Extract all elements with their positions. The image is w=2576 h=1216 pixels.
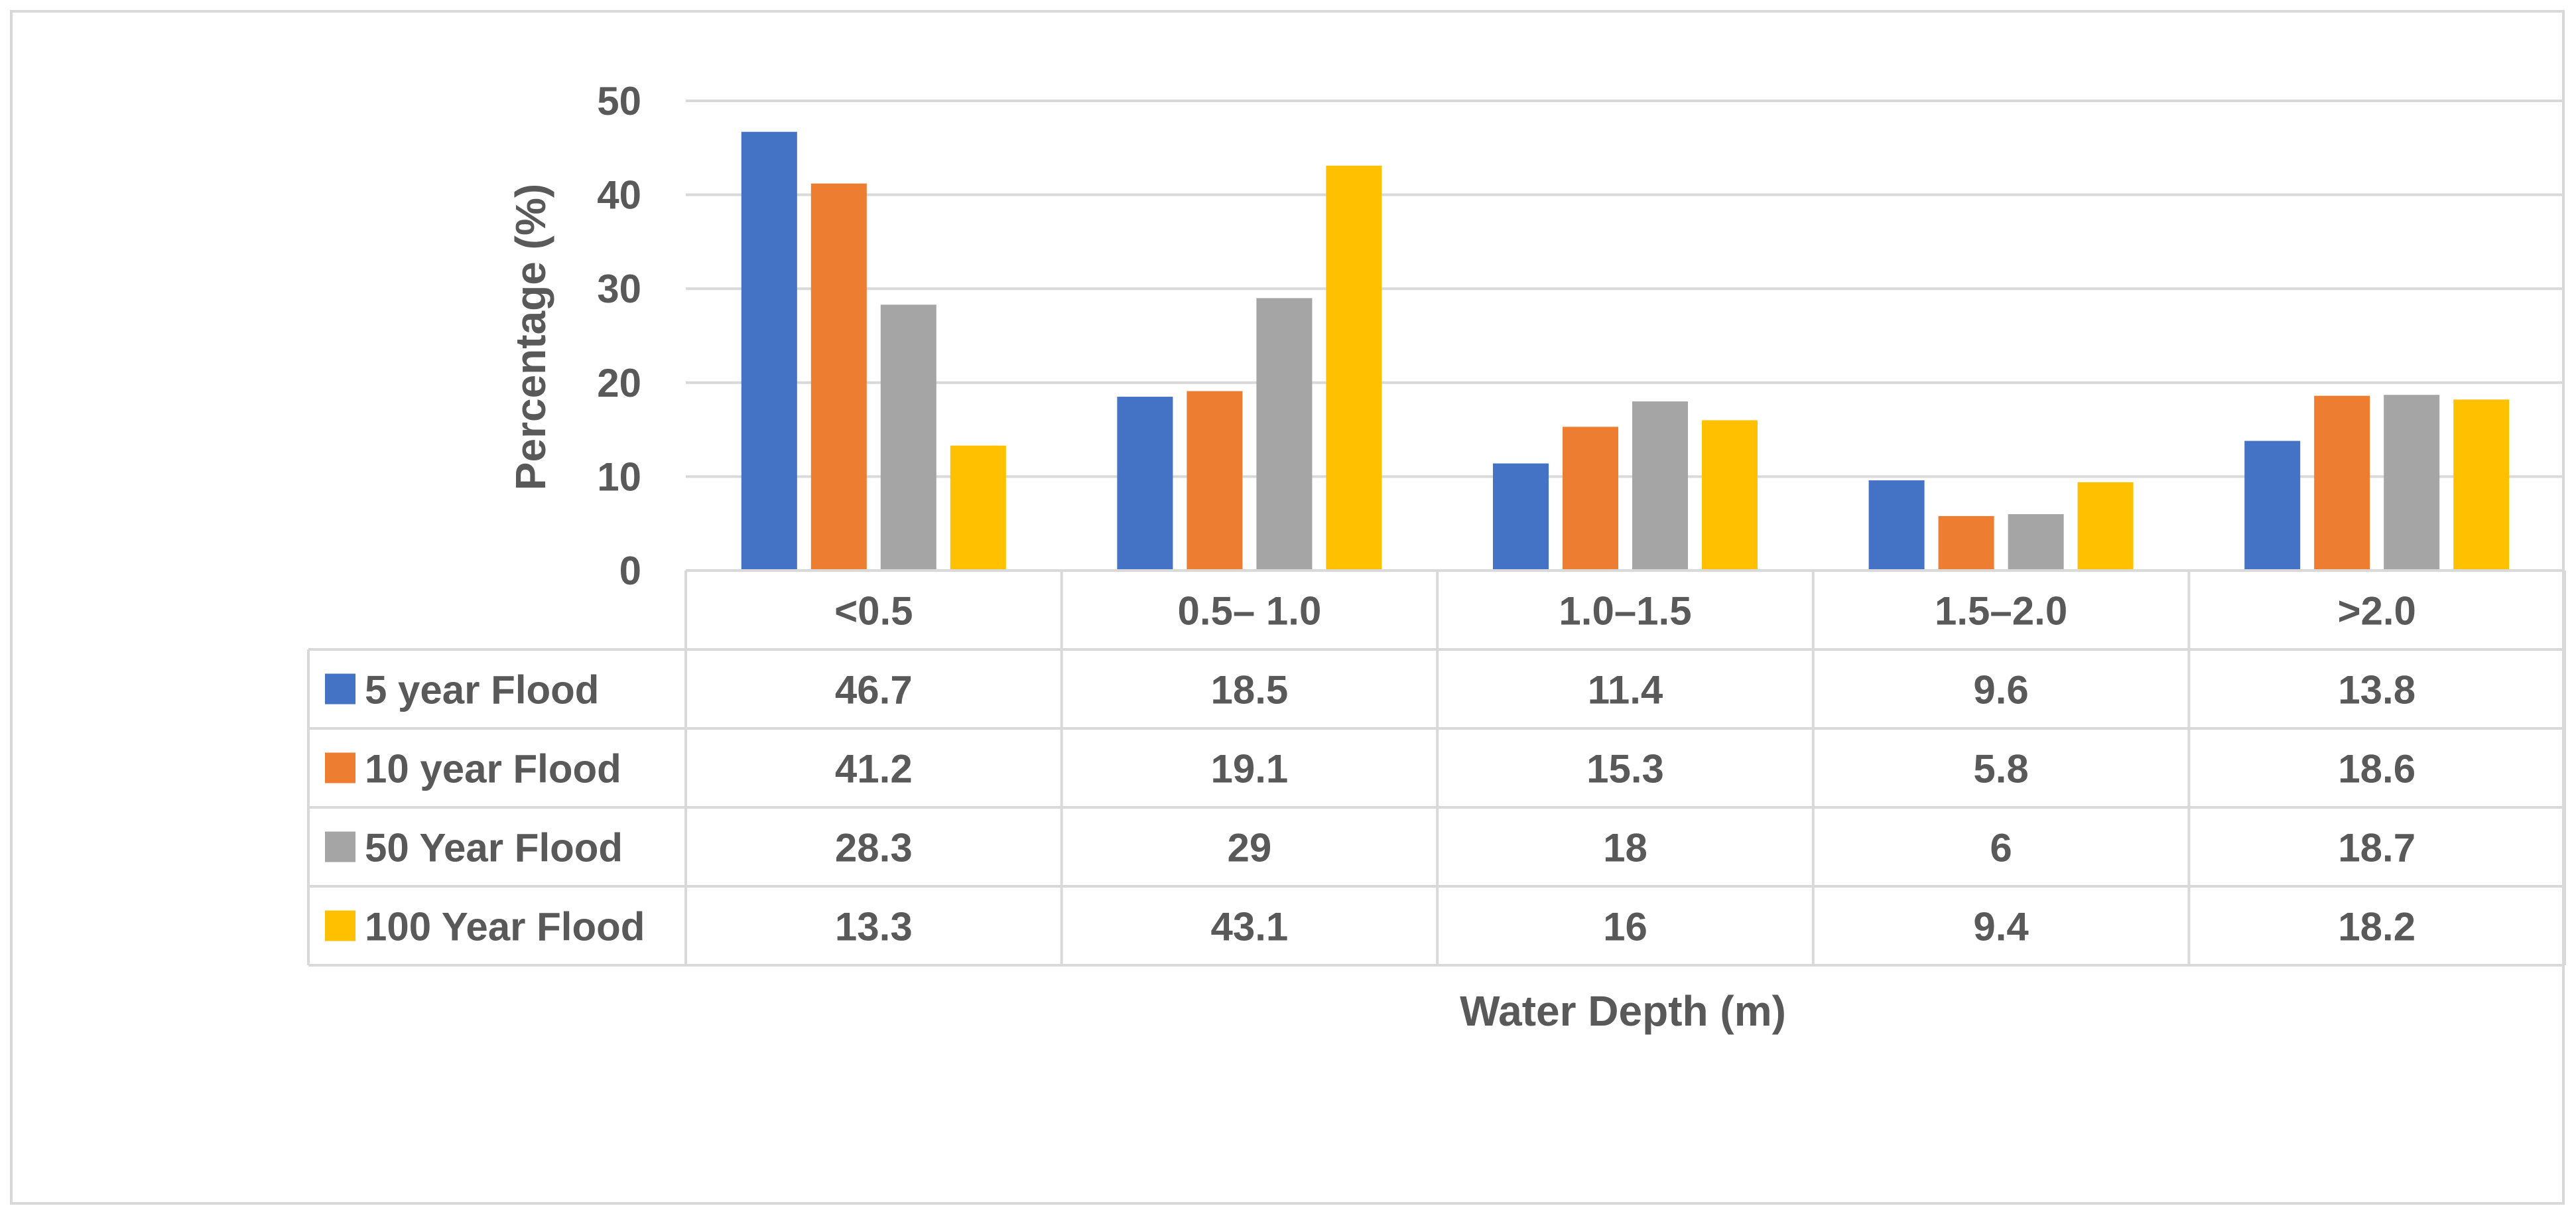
- table-value: 43.1: [1211, 905, 1289, 949]
- bar-2-5: [2314, 395, 2370, 571]
- legend-label-3: 50 Year Flood: [365, 826, 623, 870]
- table-value: 19.1: [1211, 747, 1289, 791]
- bar-1-3: [1493, 463, 1549, 571]
- table-value: 18.7: [2338, 826, 2415, 870]
- bar-2-4: [1938, 515, 1994, 571]
- bar-3-4: [2008, 514, 2064, 571]
- legend-key-4: [325, 910, 355, 941]
- bar-2-3: [1563, 427, 1618, 571]
- bar-1-1: [741, 131, 797, 571]
- y-tick-label: 50: [597, 79, 641, 123]
- table-value: 18: [1603, 826, 1647, 870]
- bar-3-3: [1632, 401, 1688, 571]
- table-value: 11.4: [1588, 668, 1663, 712]
- category-label: 1.5–2.0: [1935, 589, 2067, 634]
- gridlines: [686, 100, 2565, 478]
- bar-3-1: [880, 304, 936, 571]
- bar-1-2: [1117, 397, 1173, 571]
- table-value: 13.8: [2338, 668, 2415, 712]
- category-label: >2.0: [2337, 589, 2415, 634]
- bar-3-5: [2384, 395, 2440, 571]
- table-value: 18.5: [1211, 668, 1289, 712]
- table-value: 41.2: [835, 747, 913, 791]
- bar-1-4: [1868, 480, 1925, 571]
- bar-4-4: [2077, 482, 2134, 571]
- bar-2-2: [1187, 391, 1243, 571]
- legend-label-4: 100 Year Flood: [365, 905, 645, 949]
- category-label: <0.5: [834, 589, 913, 634]
- legend-key-1: [325, 673, 355, 705]
- table-value: 16: [1603, 905, 1647, 949]
- table-value: 6: [1990, 826, 2012, 870]
- y-tick-label: 40: [597, 173, 641, 218]
- y-tick-label: 30: [597, 267, 641, 311]
- table-value: 28.3: [835, 826, 913, 870]
- bar-4-5: [2453, 399, 2510, 571]
- bar-4-2: [1326, 165, 1382, 571]
- x-axis-title: Water Depth (m): [1460, 987, 1786, 1035]
- category-label: 0.5– 1.0: [1177, 589, 1321, 634]
- bar-3-2: [1256, 298, 1313, 571]
- y-tick-label: 10: [597, 454, 641, 499]
- y-tick-label: 0: [619, 549, 641, 593]
- bar-1-5: [2244, 440, 2301, 571]
- table-value: 13.3: [835, 905, 913, 949]
- legend-key-2: [325, 752, 355, 783]
- table-value: 5.8: [1973, 747, 2028, 791]
- legend-label-1: 5 year Flood: [365, 668, 599, 712]
- bars: [741, 131, 2510, 571]
- y-axis-title: Percentage (%): [507, 184, 554, 490]
- bar-4-1: [950, 445, 1006, 571]
- table-value: 9.6: [1973, 668, 2028, 712]
- legend-key-3: [325, 831, 355, 862]
- table-value: 18.6: [2338, 747, 2415, 791]
- table-value: 9.4: [1973, 905, 2029, 949]
- y-axis-ticks: 0 10 20 30 40 50: [597, 79, 641, 593]
- legend-label-2: 10 year Flood: [365, 747, 621, 791]
- y-tick-label: 20: [597, 361, 641, 405]
- table-value: 46.7: [835, 668, 913, 712]
- chart-frame: [10, 10, 2565, 1205]
- category-label: 1.0–1.5: [1559, 589, 1691, 634]
- table-value: 18.2: [2338, 905, 2415, 949]
- table-value: 15.3: [1586, 747, 1664, 791]
- table-value: 29: [1228, 826, 1272, 870]
- bar-2-1: [810, 183, 867, 571]
- bar-4-3: [1702, 420, 1758, 571]
- data-table: <0.5 0.5– 1.0 1.0–1.5 1.5–2.0 >2.0 5 year Flo…: [307, 569, 2566, 967]
